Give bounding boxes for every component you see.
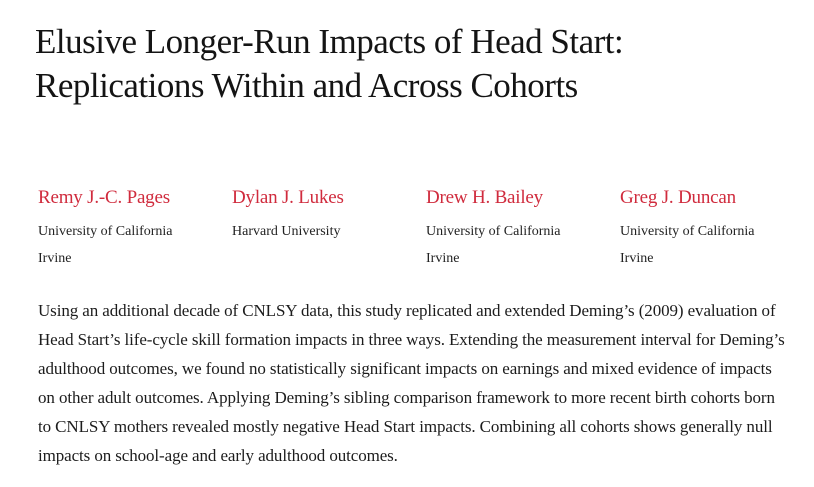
author-affiliation: Harvard University [232,218,412,245]
affiliation-line-2: Irvine [38,251,72,266]
author-name: Greg J. Duncan [620,187,736,208]
author-block-bailey: Drew H. Bailey University of California … [426,186,620,272]
affiliation-line-1: University of California [620,224,755,239]
affiliation-line-2: Irvine [426,251,460,266]
affiliation-line-1: University of California [38,224,173,239]
author-block-duncan: Greg J. Duncan University of California … [620,186,814,272]
author-block-pages: Remy J.-C. Pages University of Californi… [38,186,232,272]
affiliation-line-2: Irvine [620,251,654,266]
paper-title: Elusive Longer-Run Impacts of Head Start… [35,20,785,108]
affiliation-line-1: Harvard University [232,224,341,239]
author-affiliation: University of California Irvine [620,218,800,272]
paper-title-line-2: Replications Within and Across Cohorts [35,66,578,105]
abstract-text: Using an additional decade of CNLSY data… [38,301,785,465]
author-block-lukes: Dylan J. Lukes Harvard University [232,186,426,272]
author-name: Drew H. Bailey [426,187,543,208]
abstract-section: Using an additional decade of CNLSY data… [38,296,786,470]
paper-title-line-1: Elusive Longer-Run Impacts of Head Start… [35,22,624,61]
authors-row: Remy J.-C. Pages University of Californi… [38,186,814,272]
author-affiliation: University of California Irvine [38,218,218,272]
author-affiliation: University of California Irvine [426,218,606,272]
affiliation-line-1: University of California [426,224,561,239]
author-name: Remy J.-C. Pages [38,187,170,208]
author-name: Dylan J. Lukes [232,187,344,208]
